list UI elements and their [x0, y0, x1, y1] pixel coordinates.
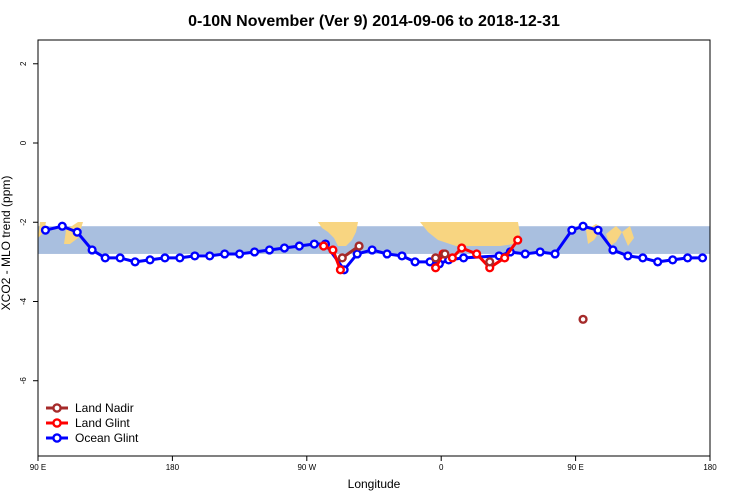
data-point-ocean-glint — [410, 257, 420, 267]
data-point-land-glint — [431, 263, 441, 273]
data-point-land-nadir — [440, 249, 450, 259]
y-tick-label: -6 — [19, 377, 28, 385]
legend-marker-land-glint — [52, 418, 62, 428]
data-point-ocean-glint — [87, 245, 97, 255]
data-point-ocean-glint — [623, 251, 633, 261]
legend-label-ocean-glint: Ocean Glint — [75, 431, 139, 445]
data-point-ocean-glint — [352, 249, 362, 259]
x-tick-label: 0 — [439, 463, 444, 472]
data-point-ocean-glint — [520, 249, 530, 259]
data-point-ocean-glint — [100, 253, 110, 263]
data-point-land-nadir — [431, 253, 441, 263]
data-point-ocean-glint — [115, 253, 125, 263]
data-point-ocean-glint — [697, 253, 708, 263]
data-point-land-glint — [500, 253, 510, 263]
data-point-ocean-glint — [235, 249, 245, 259]
data-point-ocean-glint — [535, 247, 545, 257]
y-axis-label: XCO2 - MLO trend (ppm) — [0, 176, 13, 311]
data-point-ocean-glint — [459, 253, 469, 263]
data-point-ocean-glint — [638, 253, 648, 263]
chart-title: 0-10N November (Ver 9) 2014-09-06 to 201… — [188, 13, 560, 30]
y-tick-label: -2 — [19, 218, 28, 226]
series-land-nadir — [337, 241, 588, 324]
data-point-ocean-glint — [249, 247, 260, 257]
data-point-land-glint — [513, 235, 523, 245]
data-point-ocean-glint — [668, 255, 678, 265]
data-point-ocean-glint — [57, 221, 67, 231]
data-point-ocean-glint — [367, 245, 377, 255]
land-patch-africa — [420, 222, 520, 246]
legend-marker-land-nadir — [52, 403, 62, 413]
data-point-ocean-glint — [309, 239, 319, 249]
data-point-ocean-glint — [145, 255, 155, 265]
data-point-ocean-glint — [294, 241, 304, 251]
data-point-ocean-glint — [550, 249, 560, 259]
data-point-land-nadir — [354, 241, 364, 251]
data-point-ocean-glint — [578, 221, 588, 231]
data-point-ocean-glint — [608, 245, 618, 255]
data-point-land-nadir — [578, 314, 588, 324]
data-point-ocean-glint — [593, 225, 603, 235]
data-point-land-glint — [447, 253, 458, 263]
land-patch-east — [38, 222, 83, 244]
y-tick-label: -4 — [19, 297, 28, 305]
land-patch-south-america — [318, 222, 358, 246]
data-point-ocean-glint — [72, 227, 82, 237]
data-point-land-glint — [319, 241, 329, 251]
data-point-ocean-glint — [264, 245, 275, 255]
data-point-ocean-glint — [130, 257, 140, 267]
x-tick-label: 180 — [703, 463, 717, 472]
x-tick-label: 90 E — [567, 463, 583, 472]
data-point-ocean-glint — [397, 251, 407, 261]
x-axis: 90 E 180 90 W 0 90 E 180 — [30, 456, 717, 472]
legend-label-land-glint: Land Glint — [75, 416, 130, 430]
plot-frame — [37, 39, 711, 457]
data-point-ocean-glint — [653, 257, 663, 267]
legend-marker-ocean-glint — [52, 433, 62, 443]
data-point-ocean-glint — [220, 249, 230, 259]
data-point-land-glint — [472, 249, 482, 259]
data-point-land-nadir — [485, 257, 495, 267]
data-point-ocean-glint — [175, 253, 185, 263]
x-tick-label: 90 W — [297, 463, 316, 472]
data-point-ocean-glint — [279, 243, 290, 253]
series-layer — [40, 221, 708, 324]
data-point-ocean-glint — [567, 225, 577, 235]
x-axis-label: Longitude — [348, 477, 401, 491]
x-tick-label: 180 — [166, 463, 180, 472]
data-point-land-glint — [335, 265, 346, 275]
data-point-ocean-glint — [682, 253, 693, 263]
data-point-ocean-glint — [160, 253, 170, 263]
y-tick-label: 0 — [19, 140, 28, 145]
y-axis: 2 0 -2 -4 -6 — [19, 61, 38, 384]
x-tick-label: 90 E — [30, 463, 46, 472]
data-point-ocean-glint — [190, 251, 200, 261]
data-point-land-nadir — [337, 253, 347, 263]
data-point-ocean-glint — [40, 225, 51, 235]
data-point-ocean-glint — [205, 251, 215, 261]
data-point-land-glint — [457, 243, 467, 253]
data-point-ocean-glint — [382, 249, 392, 259]
y-tick-label: 2 — [19, 61, 28, 66]
legend-label-land-nadir: Land Nadir — [75, 401, 134, 415]
data-point-land-glint — [328, 245, 338, 255]
